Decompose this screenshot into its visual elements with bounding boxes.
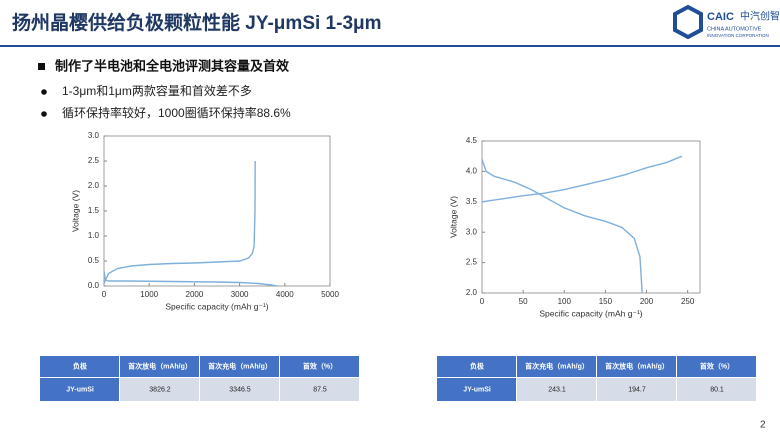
y-tick-label: 3.0 xyxy=(88,131,100,140)
y-tick-label: 2.5 xyxy=(88,156,100,165)
curve xyxy=(481,158,643,294)
x-tick-label: 150 xyxy=(599,297,613,306)
x-axis-label: Specific capacity (mAh g⁻¹) xyxy=(165,301,268,311)
logo-cn: 中汽创智 xyxy=(740,10,780,23)
bullet-dot xyxy=(41,89,47,95)
y-tick-label: 4.0 xyxy=(466,167,478,176)
y-tick-label: 0.0 xyxy=(88,281,100,290)
cell-text: JY-umSi xyxy=(463,386,491,393)
cell xyxy=(200,378,279,401)
logo-en: INNOVATION CORPORATION xyxy=(707,33,769,38)
header-cell xyxy=(40,356,119,377)
cell xyxy=(120,378,199,401)
header-cell xyxy=(120,356,199,377)
header-text: 负极 xyxy=(73,361,88,370)
header-cell xyxy=(677,356,756,377)
header-text: 负极 xyxy=(470,361,485,370)
x-tick-label: 4000 xyxy=(276,290,294,299)
cell-text: 87.5 xyxy=(313,386,327,393)
x-tick-label: 50 xyxy=(519,297,528,306)
square-bullet xyxy=(38,63,45,70)
header-text: 首次放电（mAh/g） xyxy=(128,361,192,370)
x-tick-label: 250 xyxy=(681,297,695,306)
bullet: 循环保持率较好，1000圈循环保持率88.6% xyxy=(62,105,291,120)
x-tick-label: 2000 xyxy=(186,290,204,299)
header-cell xyxy=(437,356,516,377)
x-tick-label: 3000 xyxy=(231,290,249,299)
cell-text: JY-umSi xyxy=(66,386,94,393)
header-cell xyxy=(280,356,359,377)
x-tick-label: 0 xyxy=(480,297,485,306)
header-text: 首次充电（mAh/g） xyxy=(525,361,589,370)
y-tick-label: 1.5 xyxy=(88,206,100,215)
y-tick-label: 1.0 xyxy=(88,231,100,240)
curve xyxy=(481,155,683,203)
y-tick-label: 4.5 xyxy=(466,136,478,145)
cell xyxy=(597,378,676,401)
header-text: 首效（%） xyxy=(303,361,337,370)
logo-mark: CAIC xyxy=(707,11,734,23)
cell-text: 243.1 xyxy=(548,386,566,393)
cell xyxy=(517,378,596,401)
y-tick-label: 3.5 xyxy=(466,197,478,206)
cell xyxy=(437,378,516,401)
y-axis-label: Voltage (V) xyxy=(70,190,80,232)
x-tick-label: 100 xyxy=(558,297,572,306)
title: 扬州晶樱供给负极颗粒性能 JY-μmSi 1-3μm xyxy=(12,11,382,34)
logo-icon xyxy=(673,4,703,40)
cell-text: 3826.2 xyxy=(149,386,171,393)
y-tick-label: 2.0 xyxy=(466,288,478,297)
y-tick-label: 2.5 xyxy=(466,258,478,267)
cell xyxy=(40,378,119,401)
x-tick-label: 0 xyxy=(102,290,107,299)
cell-text: 80.1 xyxy=(710,386,724,393)
bullet: 1-3μm和1μm两款容量和首效差不多 xyxy=(62,83,252,98)
header-text: 首次放电（mAh/g） xyxy=(605,361,669,370)
section-heading: 制作了半电池和全电池评测其容量及首效 xyxy=(55,58,290,73)
header-cell xyxy=(200,356,279,377)
bullet-dot xyxy=(41,111,47,117)
x-tick-label: 5000 xyxy=(321,290,339,299)
y-tick-label: 0.5 xyxy=(88,256,100,265)
y-axis-label: Voltage (V) xyxy=(448,196,458,238)
header-cell xyxy=(597,356,676,377)
curve xyxy=(103,270,278,287)
page-number: 2 xyxy=(760,420,766,431)
x-tick-label: 200 xyxy=(640,297,654,306)
plot-frame xyxy=(481,140,701,294)
x-axis-label: Specific capacity (mAh g⁻¹) xyxy=(539,308,642,318)
plot-frame xyxy=(103,135,331,287)
cell xyxy=(280,378,359,401)
cell-text: 194.7 xyxy=(628,386,646,393)
header-cell xyxy=(517,356,596,377)
logo-en: CHINA AUTOMOTIVE xyxy=(707,26,762,32)
header-text: 首效（%） xyxy=(700,361,734,370)
curve xyxy=(103,160,256,284)
cell-text: 3346.5 xyxy=(229,386,251,393)
header-text: 首次充电（mAh/g） xyxy=(208,361,272,370)
y-tick-label: 2.0 xyxy=(88,181,100,190)
x-tick-label: 1000 xyxy=(140,290,158,299)
y-tick-label: 3.0 xyxy=(466,227,478,236)
logo: CAIC 中汽创智 CHINA AUTOMOTIVE INNOVATION CO… xyxy=(673,4,780,40)
cell xyxy=(677,378,756,401)
